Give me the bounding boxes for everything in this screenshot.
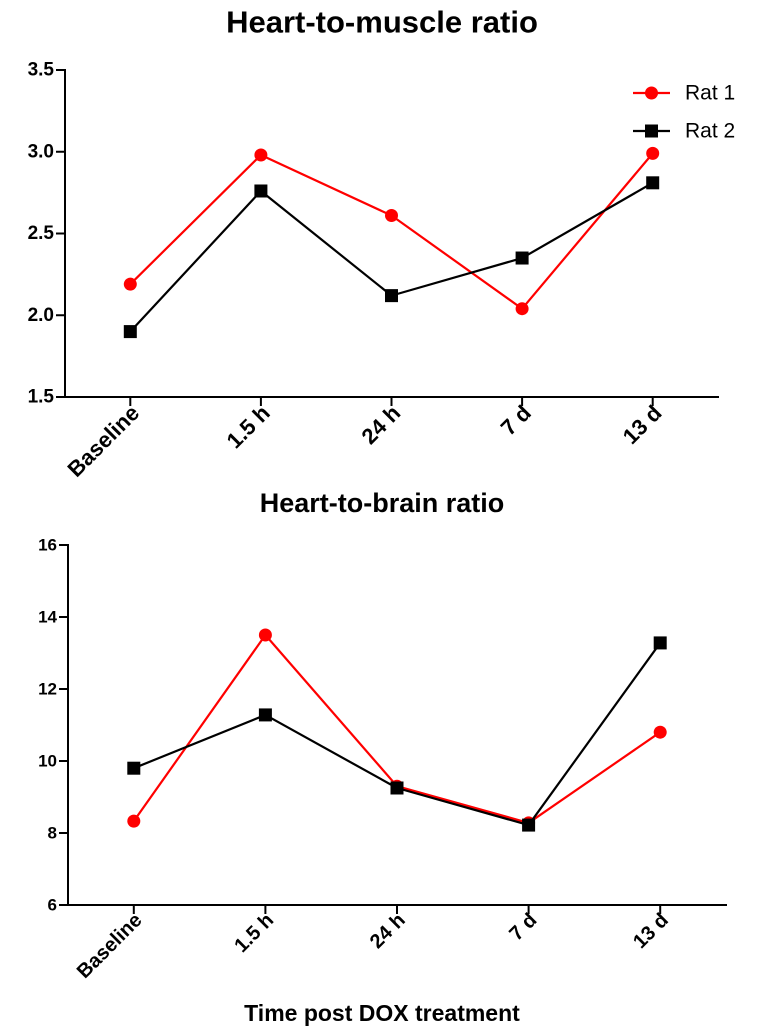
series-2-point — [123, 325, 137, 339]
series-2-point — [254, 184, 268, 198]
series-1-line — [132, 633, 661, 825]
heart-to-brain-chart: Heart-to-brain ratio 6 8 10 12 14 16 Baseline 1.… — [38, 488, 727, 1026]
series-2-point — [127, 761, 141, 775]
y-tick-label: 1.5 — [28, 387, 55, 408]
y-tick-label: 12 — [38, 680, 57, 699]
series-1-point — [127, 814, 141, 828]
y-tick-label: 6 — [48, 896, 57, 915]
x-tick-label: 24 h — [366, 909, 410, 953]
x-tick-label: 13 d — [618, 400, 667, 449]
x-tick-label: 1.5 h — [230, 909, 278, 957]
series-2-point — [390, 781, 404, 795]
legend-series-1-marker — [645, 86, 658, 100]
series-2-line — [129, 181, 654, 333]
x-tick-label: 13 d — [629, 909, 673, 953]
y-tick-label: 8 — [48, 824, 57, 843]
y-tick-label: 3.0 — [28, 141, 54, 162]
x-axis-title: Time post DOX treatment — [244, 1000, 520, 1026]
y-tick-label: 2.5 — [28, 223, 55, 244]
chart-title: Heart-to-brain ratio — [260, 488, 505, 518]
series-2-point — [258, 708, 272, 722]
series-1-line — [129, 152, 654, 310]
x-tick-label: 7 d — [496, 400, 536, 440]
x-tick-label: 24 h — [357, 400, 406, 449]
series-1-point — [653, 725, 667, 739]
y-tick-label: 14 — [38, 608, 57, 627]
x-tick-label: 1.5 h — [222, 400, 275, 453]
series-1-point — [646, 146, 660, 160]
series-1-point — [123, 277, 137, 291]
y-tick-label: 2.0 — [28, 305, 54, 326]
heart-to-muscle-chart: Heart-to-muscle ratio 1.5 2.0 2.5 3.0 3.5 Base… — [28, 5, 736, 482]
series-2-line — [133, 642, 662, 827]
series-1-point — [385, 209, 398, 223]
chart-title: Heart-to-muscle ratio — [226, 5, 538, 40]
y-tick-label: 3.5 — [28, 60, 55, 81]
series-1-point — [258, 628, 272, 642]
legend-series-2-label: Rat 2 — [685, 120, 735, 143]
series-2-point — [522, 818, 536, 832]
series-1-point — [515, 302, 529, 316]
legend-series-1-label: Rat 1 — [685, 82, 735, 105]
series-2-point — [653, 636, 667, 650]
series-1-point — [254, 148, 268, 162]
x-tick-label: 7 d — [505, 909, 541, 945]
y-tick-label: 16 — [38, 536, 57, 555]
y-tick-label: 10 — [38, 752, 57, 771]
series-2-point — [515, 251, 529, 265]
legend-series-2-marker — [645, 124, 658, 138]
x-tick-label: Baseline — [73, 909, 147, 983]
series-2-point — [385, 289, 398, 303]
series-2-point — [646, 176, 660, 190]
x-tick-label: Baseline — [62, 400, 144, 482]
